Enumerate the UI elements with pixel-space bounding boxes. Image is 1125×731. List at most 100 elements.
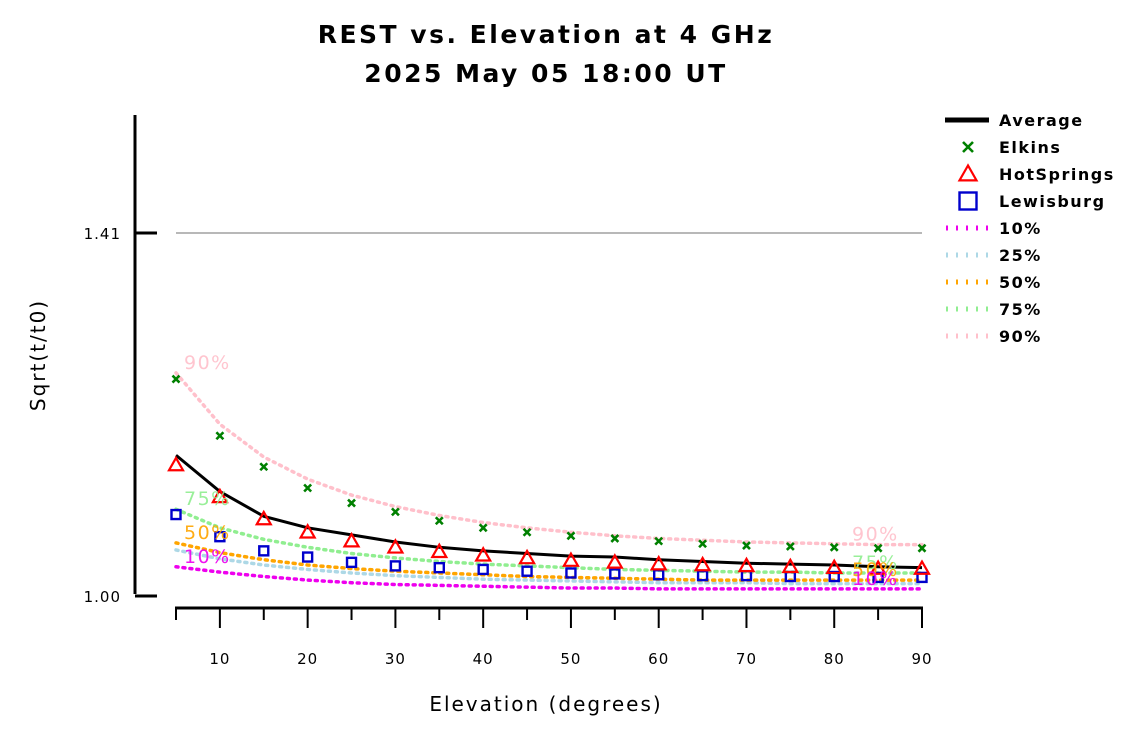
x-tick-label: 50 xyxy=(560,650,581,668)
series-hotsprings-point xyxy=(430,542,449,559)
series-lewisburg-point xyxy=(477,563,489,576)
legend-label: 10% xyxy=(999,219,1042,238)
series-elkins-point xyxy=(434,516,444,526)
legend-label: 75% xyxy=(999,300,1042,319)
x-mark-stroke xyxy=(698,539,708,549)
series-elkins-point xyxy=(522,527,532,537)
legend-item-75pct: 75% xyxy=(946,300,1042,319)
series-lewisburg-point xyxy=(170,508,182,521)
plot-area: 90%75%50%10%90%75%50%10% xyxy=(167,232,931,591)
series-elkins-point xyxy=(917,543,927,553)
x-axis-label: Elevation (degrees) xyxy=(429,692,662,716)
x-mark-stroke xyxy=(522,527,532,537)
series-hotsprings-point xyxy=(474,546,493,562)
series-elkins-point xyxy=(303,483,313,493)
chart-subtitle: 2025 May 05 18:00 UT xyxy=(364,59,727,88)
series-lewisburg-point xyxy=(345,556,358,569)
curve-label-90pct: 90% xyxy=(184,352,231,374)
series-hotsprings-point xyxy=(693,555,712,572)
series-lewisburg-point xyxy=(521,565,533,577)
legend-label: Lewisburg xyxy=(999,192,1106,211)
curve-label-50pct: 50% xyxy=(184,522,231,544)
x-mark-stroke xyxy=(654,536,664,546)
x-mark-stroke xyxy=(917,543,927,553)
y-tick-label: 1.41 xyxy=(84,225,121,243)
x-tick-label: 70 xyxy=(736,650,757,668)
series-hotsprings-point xyxy=(825,558,844,575)
series-hotsprings-point xyxy=(562,551,580,567)
series-hotsprings-point xyxy=(869,559,888,575)
series-elkins-point xyxy=(478,523,488,533)
legend-item-10pct: 10% xyxy=(946,219,1042,238)
x-tick-label: 10 xyxy=(209,650,230,668)
x-mark-stroke xyxy=(259,462,269,472)
legend-label: 50% xyxy=(999,273,1042,292)
series-elkins-point xyxy=(566,531,576,541)
legend-item-lewisburg: Lewisburg xyxy=(958,191,1106,211)
x-tick-label: 80 xyxy=(824,650,845,668)
y-axis-label: Sqrt(t/t0) xyxy=(26,299,50,411)
series-elkins-point xyxy=(698,539,708,549)
series-hotsprings-point xyxy=(254,509,273,526)
legend-item-90pct: 90% xyxy=(946,327,1042,346)
axes: 1.00 1.41 10 20 30 40 50 60 70 80 90 xyxy=(84,115,932,668)
curve-label-75pct: 75% xyxy=(184,488,231,510)
legend-item-average: Average xyxy=(945,111,1084,130)
series-lewisburg-point xyxy=(258,545,270,557)
series-hotsprings-point xyxy=(210,487,229,504)
series-elkins-point xyxy=(347,498,356,508)
series-hotsprings-point xyxy=(298,523,317,539)
series-hotsprings-point xyxy=(781,557,800,574)
series-hotsprings-point xyxy=(737,556,756,573)
x-mark-stroke xyxy=(390,507,400,517)
legend-swatch xyxy=(957,163,979,182)
x-mark-stroke xyxy=(873,543,883,553)
series-elkins-point xyxy=(829,542,839,552)
series-lewisburg-point xyxy=(609,568,621,580)
series-lewisburg-point xyxy=(389,560,402,572)
legend-label: 90% xyxy=(999,327,1042,346)
x-tick-label: 20 xyxy=(297,650,318,668)
series-10pct-line xyxy=(174,565,924,591)
series-hotsprings-point xyxy=(605,553,624,569)
series-90pct-line xyxy=(174,371,924,547)
legend-item-elkins: Elkins xyxy=(962,138,1060,157)
series-lewisburg-point xyxy=(433,561,445,574)
x-mark-stroke xyxy=(215,431,225,441)
series-average-line xyxy=(175,454,923,570)
series-elkins-point xyxy=(171,374,181,384)
chart-title: REST vs. Elevation at 4 GHz xyxy=(318,20,775,49)
x-tick-label: 40 xyxy=(473,650,494,668)
series-25pct-line xyxy=(174,548,924,586)
x-mark-stroke xyxy=(478,523,488,533)
x-mark-stroke xyxy=(829,542,839,552)
series-hotsprings-point xyxy=(518,548,536,565)
legend-item-50pct: 50% xyxy=(946,273,1042,292)
series-hotsprings-point xyxy=(649,554,668,571)
series-elkins-point xyxy=(259,462,269,472)
x-mark-stroke xyxy=(742,541,751,550)
x-mark-stroke xyxy=(171,374,181,384)
curve-label-10pct: 10% xyxy=(852,568,899,590)
series-elkins-point xyxy=(785,541,795,551)
curve-label-10pct: 10% xyxy=(184,546,231,568)
x-mark-stroke xyxy=(962,141,974,153)
legend-label: 25% xyxy=(999,246,1042,265)
legend-swatch xyxy=(962,141,974,153)
x-mark-stroke xyxy=(347,498,356,508)
x-tick-label: 60 xyxy=(648,650,669,668)
x-mark-stroke xyxy=(610,534,620,543)
series-elkins-point xyxy=(654,536,664,546)
series-lewisburg-point xyxy=(301,551,314,563)
legend-swatch xyxy=(958,191,978,211)
series-elkins-point xyxy=(610,534,620,543)
legend-label: Average xyxy=(999,111,1084,130)
series-elkins-point xyxy=(390,507,400,517)
legend-item-25pct: 25% xyxy=(946,246,1042,265)
curve-label-90pct: 90% xyxy=(852,524,899,546)
series-lewisburg-point xyxy=(565,567,577,579)
legend-label: HotSprings xyxy=(999,165,1115,184)
series-50pct-line xyxy=(174,541,924,582)
y-tick-label: 1.00 xyxy=(84,588,121,606)
